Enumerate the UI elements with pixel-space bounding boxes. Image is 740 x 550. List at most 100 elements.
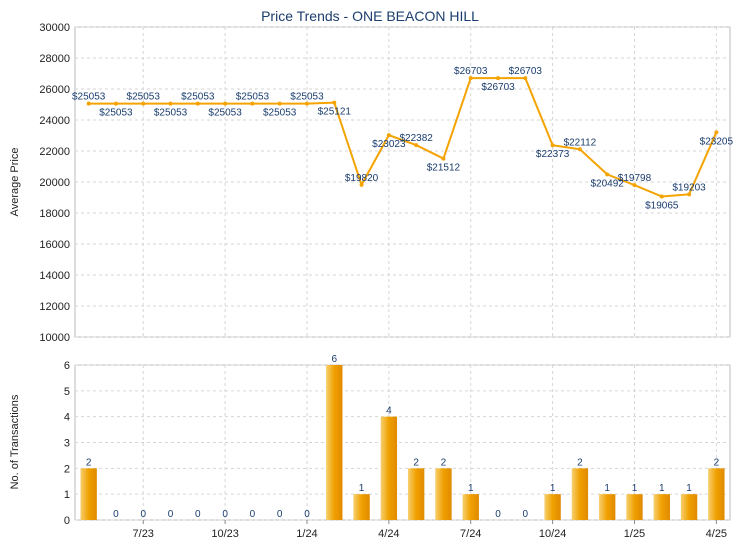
data-label: $21512	[427, 163, 461, 174]
data-label: $22112	[564, 137, 597, 148]
bar	[653, 494, 670, 520]
data-label: $25053	[99, 108, 133, 119]
price-point	[277, 101, 282, 106]
data-label: $25053	[236, 92, 270, 103]
data-label: 0	[304, 509, 310, 520]
price-point	[250, 101, 255, 106]
data-label: $26703	[509, 66, 543, 77]
price-point	[86, 101, 91, 106]
data-label: $26703	[454, 66, 488, 77]
price-point	[414, 143, 419, 148]
data-label: 2	[577, 457, 583, 468]
data-label: $25053	[127, 92, 161, 103]
data-label: $20492	[591, 178, 625, 189]
data-label: $19065	[645, 200, 679, 211]
data-label: 6	[331, 354, 337, 365]
chart-title: Price Trends - ONE BEACON HILL	[261, 8, 479, 24]
data-label: 0	[277, 509, 283, 520]
price-point	[714, 130, 719, 135]
y-tick-label: 26000	[39, 84, 70, 96]
bar	[680, 494, 698, 520]
price-point	[659, 194, 664, 199]
data-label: 0	[250, 509, 256, 520]
y-tick-label: 20000	[39, 177, 70, 189]
price-point	[687, 192, 692, 197]
data-label: $25053	[208, 108, 242, 119]
y-tick-label: 6	[64, 360, 70, 372]
data-label: $25053	[263, 108, 297, 119]
data-label: 2	[86, 457, 92, 468]
data-label: 1	[686, 483, 692, 494]
data-label: 2	[441, 457, 447, 468]
y-tick-label: 3	[64, 438, 70, 450]
y-tick-label: 22000	[39, 146, 70, 158]
y-tick-label: 30000	[39, 22, 70, 34]
data-label: $25053	[181, 92, 215, 103]
data-label: $22373	[536, 149, 570, 160]
y-tick-label: 16000	[39, 239, 70, 251]
bar	[353, 494, 370, 520]
x-tick-label: 7/23	[133, 528, 154, 540]
bar	[407, 468, 425, 520]
y-tick-label: 14000	[39, 270, 70, 282]
data-label: $22382	[399, 133, 433, 144]
bar	[571, 468, 589, 520]
x-tick-label: 7/24	[460, 528, 481, 540]
x-tick-label: 1/24	[296, 528, 317, 540]
bar	[544, 494, 561, 520]
bar	[380, 416, 398, 520]
price-point	[141, 101, 146, 106]
price-point	[113, 101, 118, 106]
data-label: $25121	[318, 107, 352, 118]
data-label: 1	[550, 483, 556, 494]
data-label: 0	[113, 509, 119, 520]
price-line	[88, 77, 718, 198]
y-tick-label: 4	[64, 412, 70, 424]
data-label: $19203	[672, 182, 706, 193]
data-label: $19798	[618, 173, 652, 184]
bar	[435, 468, 452, 520]
price-point	[195, 101, 200, 106]
y-tick-label: 24000	[39, 115, 70, 127]
bar	[626, 494, 643, 520]
bar	[708, 468, 725, 520]
data-label: $25053	[290, 92, 324, 103]
y-axis-label: No. of Transactions	[9, 394, 21, 489]
price-point	[304, 101, 309, 106]
data-label: $25053	[154, 108, 188, 119]
data-label: 1	[632, 483, 638, 494]
data-label: 0	[523, 509, 529, 520]
bar	[462, 494, 479, 520]
data-label: 1	[468, 483, 474, 494]
price-point	[168, 101, 173, 106]
y-tick-label: 1	[64, 489, 70, 501]
data-label: $19820	[345, 173, 379, 184]
bar	[80, 468, 97, 520]
data-label: $23023	[372, 139, 406, 150]
data-label: 2	[413, 457, 419, 468]
data-label: 1	[604, 483, 610, 494]
data-label: 0	[140, 509, 146, 520]
price-point	[468, 76, 473, 81]
data-label: 1	[359, 483, 365, 494]
y-tick-label: 18000	[39, 208, 70, 220]
x-tick-label: 4/25	[706, 528, 727, 540]
price-point	[496, 76, 501, 81]
data-label: 0	[495, 509, 501, 520]
price-point	[550, 143, 555, 148]
y-axis-label: Average Price	[9, 148, 21, 217]
price-point	[523, 76, 528, 81]
data-label: 0	[222, 509, 228, 520]
y-tick-label: 28000	[39, 53, 70, 65]
price-point	[332, 100, 337, 105]
data-label: 0	[195, 509, 201, 520]
data-label: 1	[659, 483, 665, 494]
y-tick-label: 5	[64, 386, 70, 398]
x-tick-label: 4/24	[378, 528, 399, 540]
y-tick-label: 10000	[39, 332, 70, 344]
data-label: $26703	[481, 82, 515, 93]
x-tick-label: 10/24	[539, 528, 567, 540]
y-tick-label: 0	[64, 515, 70, 527]
price-point	[605, 172, 610, 177]
